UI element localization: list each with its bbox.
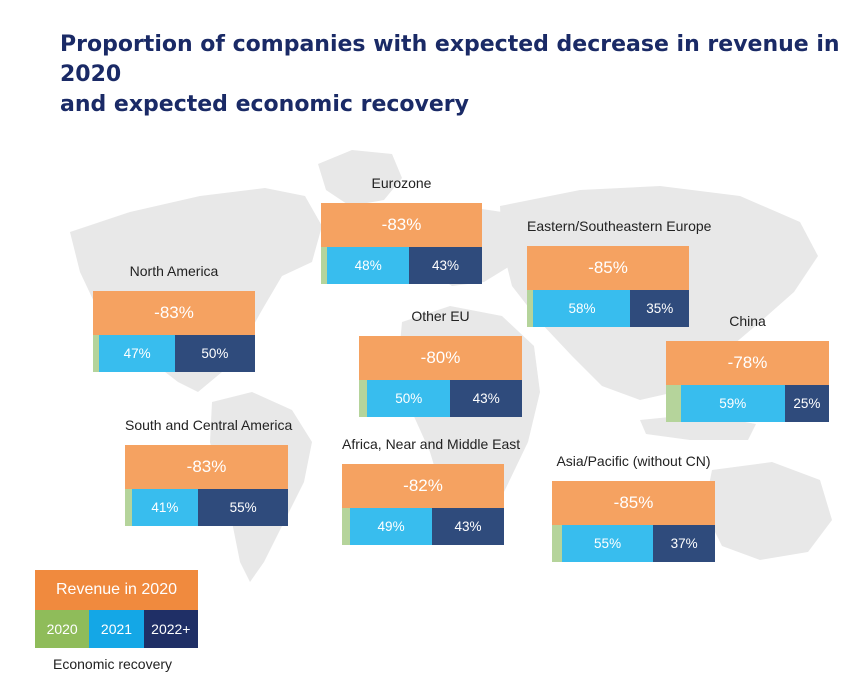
recovery-2021-segment: 50% — [367, 380, 451, 417]
region-africa-near-and-middle-east: Africa, Near and Middle East -82% 49% 43% — [342, 436, 520, 545]
recovery-2021-segment: 59% — [680, 385, 785, 422]
chart-title-line-1: Proportion of companies with expected de… — [60, 32, 840, 87]
recovery-2020-segment — [666, 385, 681, 422]
recovery-2022-segment: 50% — [174, 335, 255, 372]
region-china: China -78% 59% 25% — [666, 313, 829, 422]
revenue-bar: -78% — [666, 341, 829, 385]
region-other-eu: Other EU -80% 50% 43% — [359, 308, 522, 417]
legend-caption: Economic recovery — [53, 656, 173, 672]
revenue-bar: -83% — [321, 203, 482, 247]
legend: Revenue in 2020 2020 2021 2022+ Economic… — [35, 570, 198, 672]
recovery-2022-segment: 43% — [432, 508, 504, 545]
recovery-2021-segment: 58% — [533, 290, 631, 327]
recovery-bar: 58% 35% — [527, 290, 689, 327]
revenue-bar: -83% — [125, 445, 288, 489]
region-label: Eastern/Southeastern Europe — [527, 218, 712, 234]
map-greenland — [318, 150, 402, 206]
recovery-bar: 41% 55% — [125, 489, 288, 526]
region-label: China — [729, 313, 766, 329]
region-eastern-southeastern-europe: Eastern/Southeastern Europe -85% 58% 35% — [527, 218, 711, 327]
recovery-2022-segment: 37% — [653, 525, 715, 562]
recovery-bar: 49% 43% — [342, 508, 504, 545]
recovery-2020-segment — [359, 380, 368, 417]
revenue-bar: -80% — [359, 336, 522, 380]
recovery-2020-segment — [342, 508, 351, 545]
region-label: South and Central America — [125, 417, 293, 433]
recovery-bar: 50% 43% — [359, 380, 522, 417]
recovery-2020-segment — [527, 290, 534, 327]
recovery-bar: 48% 43% — [321, 247, 482, 284]
chart-title-line-2: and expected economic recovery — [60, 92, 469, 117]
recovery-2021-segment: 48% — [327, 247, 409, 284]
region-label: Africa, Near and Middle East — [342, 436, 521, 452]
revenue-bar: -83% — [93, 291, 255, 335]
region-label: North America — [129, 263, 219, 279]
recovery-2022-segment: 55% — [198, 489, 288, 526]
region-south-and-central-america: South and Central America -83% 41% 55% — [125, 417, 292, 526]
recovery-2021-segment: 55% — [561, 525, 654, 562]
recovery-2020-segment — [552, 525, 562, 562]
recovery-bar: 47% 50% — [93, 335, 255, 372]
legend-recovery-row: 2020 2021 2022+ — [35, 610, 198, 648]
chart-title: Proportion of companies with expected de… — [60, 30, 840, 120]
revenue-bar: -85% — [527, 246, 689, 290]
revenue-bar: -85% — [552, 481, 715, 525]
recovery-2022-segment: 35% — [630, 290, 689, 327]
map-australia — [704, 462, 832, 560]
region-asia-pacific-without-cn: Asia/Pacific (without CN) -85% 55% 37% — [552, 453, 715, 562]
recovery-2022-segment: 43% — [408, 247, 482, 284]
recovery-2020-segment — [321, 247, 328, 284]
region-label: Other EU — [411, 308, 470, 324]
recovery-bar: 59% 25% — [666, 385, 829, 422]
recovery-2020-segment — [125, 489, 132, 526]
legend-2022-swatch: 2022+ — [143, 610, 198, 648]
region-eurozone: Eurozone -83% 48% 43% — [321, 175, 482, 284]
legend-2020-swatch: 2020 — [35, 610, 90, 648]
recovery-2020-segment — [93, 335, 100, 372]
recovery-2022-segment: 43% — [450, 380, 522, 417]
recovery-2022-segment: 25% — [784, 385, 829, 422]
recovery-bar: 55% 37% — [552, 525, 715, 562]
region-label: Asia/Pacific (without CN) — [556, 453, 711, 469]
revenue-bar: -82% — [342, 464, 504, 508]
legend-2021-swatch: 2021 — [89, 610, 144, 648]
recovery-2021-segment: 47% — [99, 335, 175, 372]
legend-revenue-swatch: Revenue in 2020 — [35, 570, 198, 610]
region-north-america: North America -83% 47% 50% — [93, 263, 255, 372]
recovery-2021-segment: 41% — [131, 489, 199, 526]
region-label: Eurozone — [371, 175, 432, 191]
recovery-2021-segment: 49% — [350, 508, 433, 545]
